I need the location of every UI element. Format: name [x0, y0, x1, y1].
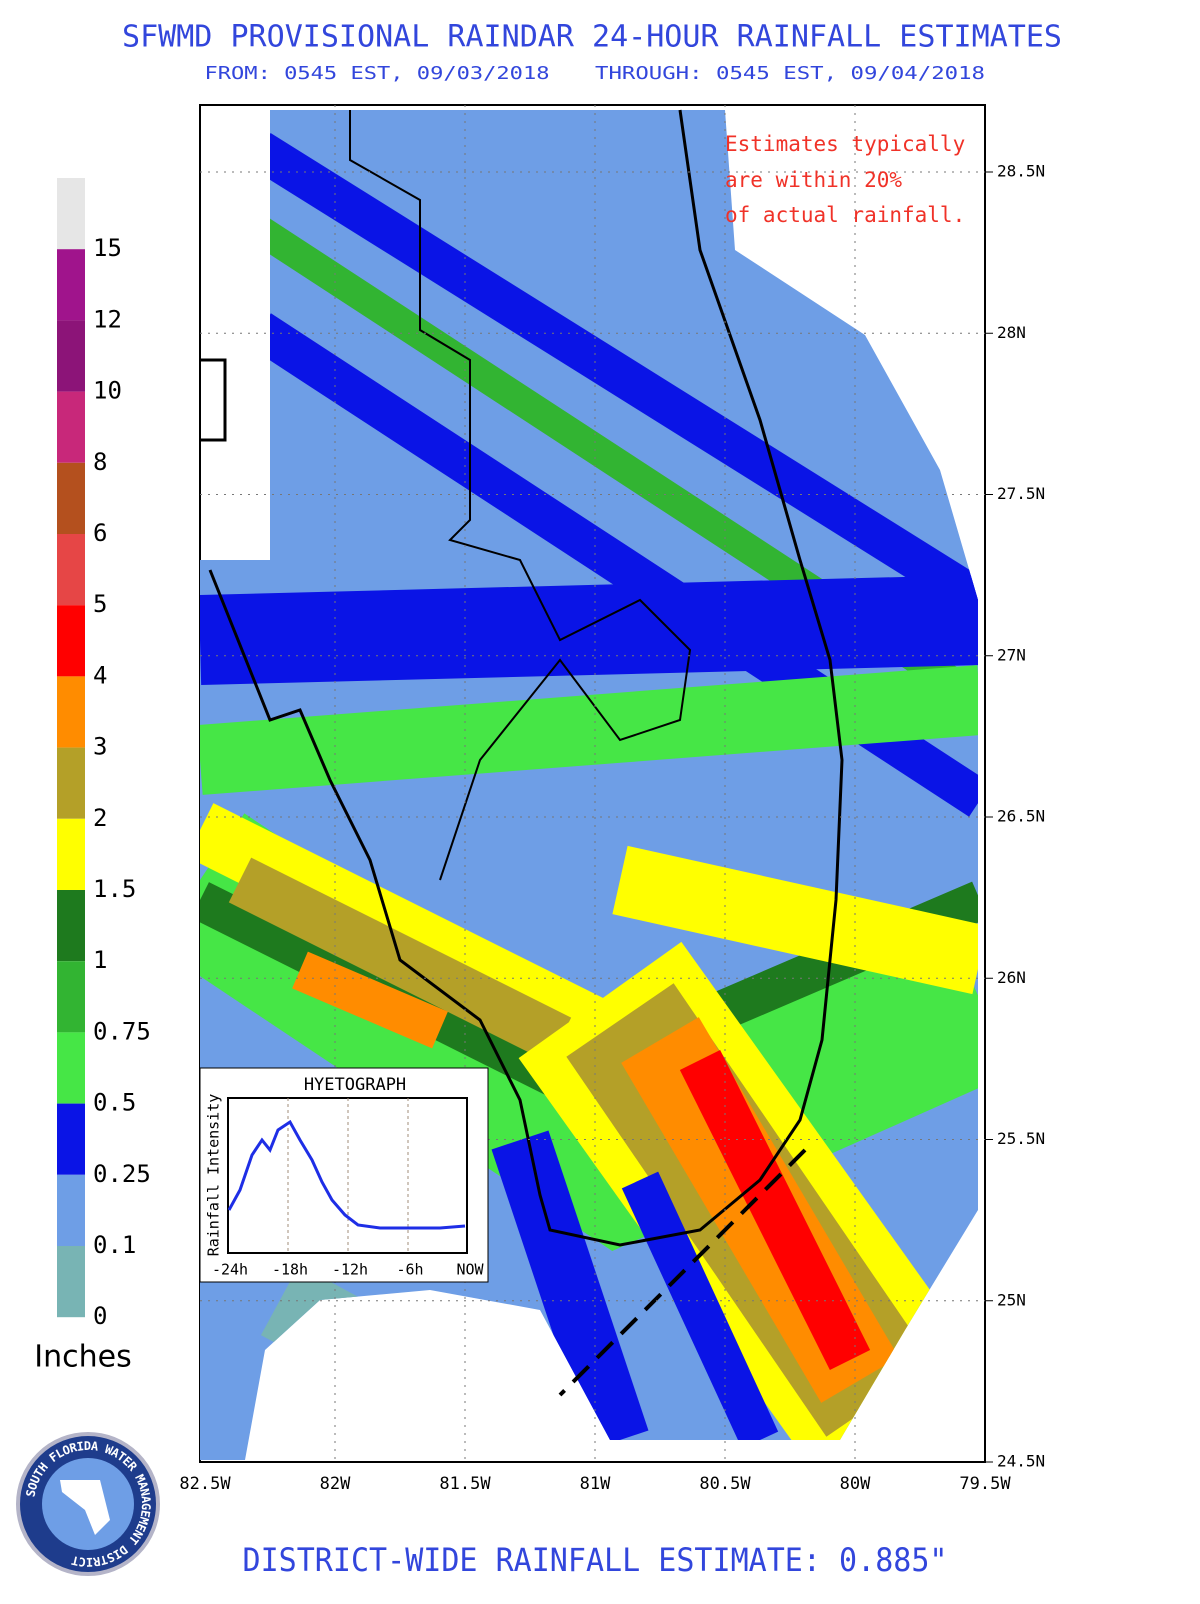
legend-label: 15: [93, 234, 122, 262]
logo: SOUTH FLORIDA WATER MANAGEMENT DISTRICT: [16, 1432, 160, 1576]
through: THROUGH: 0545 EST, 09/04/2018: [595, 63, 985, 84]
lat-label: 27N: [997, 645, 1026, 664]
lat-label: 25.5N: [997, 1129, 1045, 1148]
from: FROM: 0545 EST, 09/03/2018: [205, 63, 550, 84]
hyetograph: HYETOGRAPH Rainfall Intensity -24h -18h -1…: [199, 1067, 489, 1283]
lat-label: 26N: [997, 968, 1026, 987]
legend-swatch: [57, 890, 85, 962]
legend-label: 3: [93, 733, 107, 761]
legend-swatch: [57, 676, 85, 748]
legend-label: 0.1: [93, 1231, 136, 1259]
legend-label: 0.5: [93, 1089, 136, 1117]
lat-label: 28.5N: [997, 162, 1045, 181]
lat-label: 24.5N: [997, 1452, 1045, 1471]
legend-swatch: [57, 747, 85, 819]
lat-label: 28N: [997, 323, 1026, 342]
legend-swatch: [57, 605, 85, 677]
legend-label: 5: [93, 590, 107, 618]
legend-label: 8: [93, 448, 107, 476]
legend-label: 12: [93, 305, 122, 333]
legend-swatch: [57, 320, 85, 392]
legend-swatch: [57, 961, 85, 1033]
legend-label: 0: [93, 1302, 107, 1330]
footer: DISTRICT-WIDE RAINFALL ESTIMATE: 0.885": [243, 1541, 948, 1579]
lon-label: 81.5W: [439, 1474, 491, 1494]
note-line: are within 20%: [725, 168, 902, 192]
note-line: of actual rainfall.: [725, 203, 965, 227]
legend-swatch: [57, 1174, 85, 1246]
hyeto-x-label: -24h: [212, 1261, 248, 1279]
hyeto-y-label: Rainfall Intensity: [205, 1094, 223, 1257]
lat-label: 25N: [997, 1290, 1026, 1309]
lon-label: 80.5W: [699, 1474, 751, 1494]
legend-swatch: [57, 391, 85, 463]
legend-label: 1.5: [93, 875, 136, 903]
legend-label: 2: [93, 804, 107, 832]
lon-label: 81W: [580, 1474, 611, 1494]
legend-swatch: [57, 534, 85, 606]
lon-label: 82.5W: [179, 1474, 231, 1494]
lon-label: 80W: [840, 1474, 871, 1494]
legend-swatch: [57, 462, 85, 534]
title: SFWMD PROVISIONAL RAINDAR 24-HOUR RAINFA…: [122, 20, 1062, 55]
hyeto-x-label: NOW: [456, 1261, 484, 1279]
note: Estimates typically are within 20% of ac…: [725, 132, 965, 227]
hyeto-title: HYETOGRAPH: [304, 1075, 406, 1095]
legend-label: 1: [93, 946, 107, 974]
hyeto-x-label: -6h: [396, 1261, 423, 1279]
legend-unit: Inches: [34, 1340, 131, 1375]
legend-swatch: [57, 1103, 85, 1175]
legend-label: 6: [93, 519, 107, 547]
legend-swatch: [57, 178, 85, 250]
legend-swatch: [57, 249, 85, 321]
legend: 15 12 10 8 6 5 4 3 2 1.5 1 0.75 0.5 0.25 0.1 0 Inches: [34, 178, 151, 1375]
note-line: Estimates typically: [725, 132, 965, 156]
lon-label: 79.5W: [959, 1474, 1011, 1494]
legend-swatch: [57, 1246, 85, 1318]
legend-swatch: [57, 818, 85, 890]
legend-label: 10: [93, 377, 122, 405]
legend-label: 0.25: [93, 1160, 151, 1188]
lon-label: 82W: [320, 1474, 351, 1494]
hyeto-x-label: -12h: [332, 1261, 368, 1279]
lat-label: 27.5N: [997, 484, 1045, 503]
lat-label: 26.5N: [997, 807, 1045, 826]
legend-label: 4: [93, 661, 107, 689]
hyeto-x-label: -18h: [272, 1261, 308, 1279]
legend-label: 0.75: [93, 1017, 151, 1045]
legend-swatch: [57, 1032, 85, 1104]
